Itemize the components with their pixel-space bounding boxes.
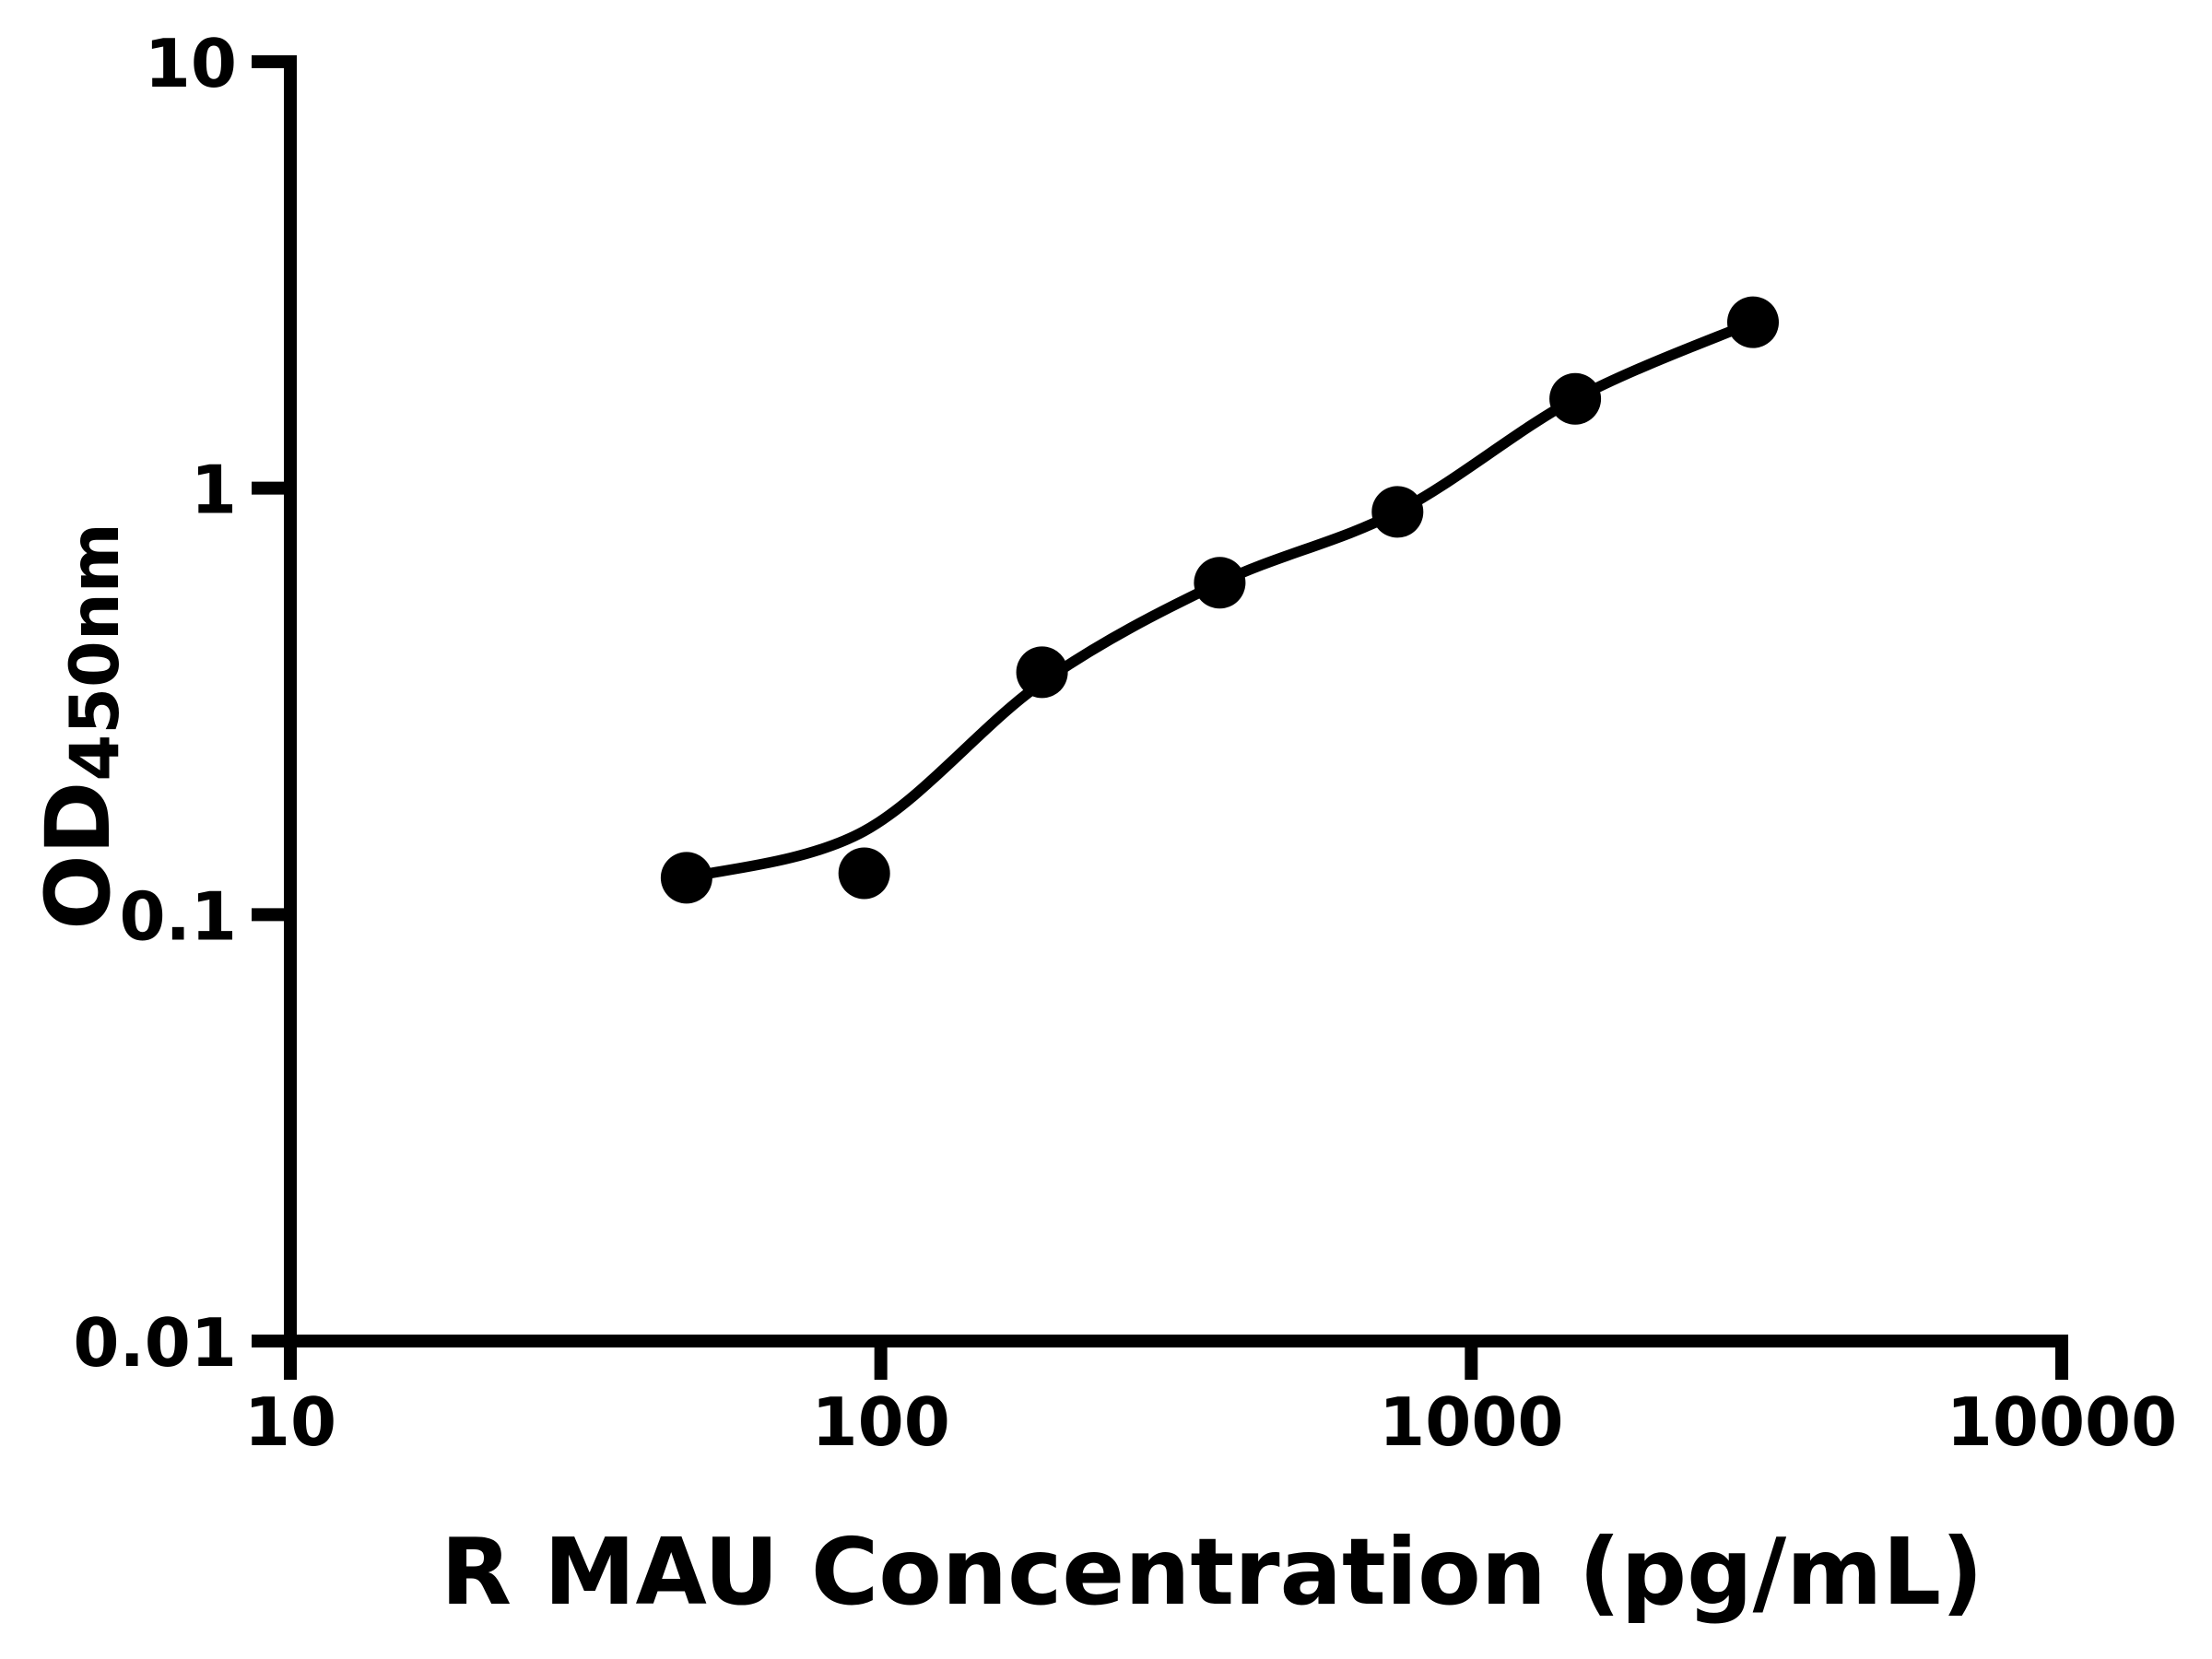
x-tick-label: 1000 xyxy=(1379,1383,1563,1461)
y-axis-ticks xyxy=(252,55,290,1347)
x-tick-label: 100 xyxy=(812,1383,950,1461)
y-axis-tick-labels: 0.01 0.1 1 10 xyxy=(73,25,237,1382)
y-tick-label: 1 xyxy=(191,452,237,529)
data-point xyxy=(1549,372,1602,425)
axis-spines xyxy=(284,55,2068,1347)
y-tick-label: 10 xyxy=(145,25,237,102)
data-point xyxy=(1016,646,1068,699)
data-point xyxy=(838,847,890,900)
y-tick-label: 0.01 xyxy=(73,1304,237,1382)
y-axis-title-subscript: 450nm xyxy=(56,523,135,781)
data-points xyxy=(660,296,1779,904)
data-point xyxy=(1194,557,1246,609)
y-tick-label: 0.1 xyxy=(119,877,237,955)
data-point xyxy=(660,852,712,904)
x-tick-label: 10000 xyxy=(1947,1383,2178,1461)
x-axis-ticks xyxy=(284,1341,2068,1380)
y-axis-title: OD450nm xyxy=(27,523,135,930)
data-point xyxy=(1727,296,1779,348)
data-point xyxy=(1371,486,1424,538)
x-tick-label: 10 xyxy=(244,1383,336,1461)
x-axis-tick-labels: 10 100 1000 10000 xyxy=(244,1383,2177,1461)
y-axis-title-main: OD xyxy=(27,782,130,930)
x-axis-title: R MAU Concentration (pg/mL) xyxy=(441,1518,1983,1626)
